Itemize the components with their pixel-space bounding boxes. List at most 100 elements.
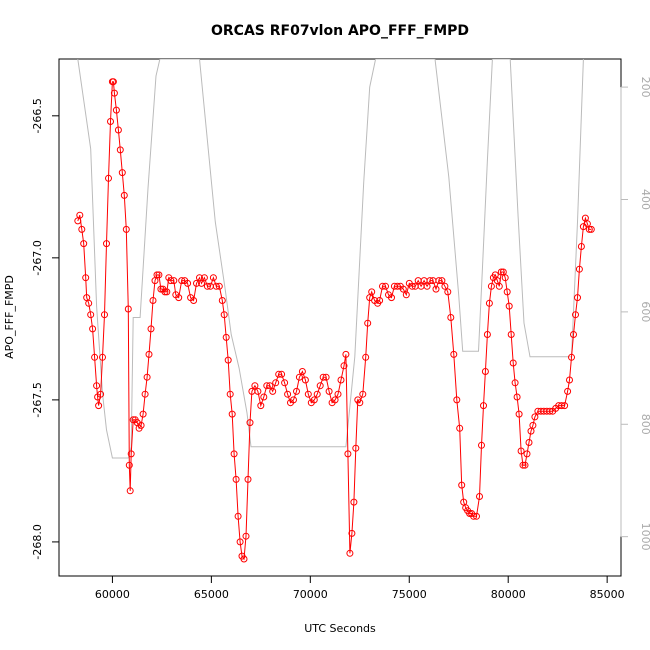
data-point [444,288,452,296]
data-point [95,402,103,410]
data-point [298,368,306,375]
data-point [456,424,464,432]
data-point [453,396,461,404]
data-point [240,555,248,563]
data-point [313,390,321,398]
data-point [226,390,234,398]
data-point [107,118,114,125]
data-point [301,376,309,384]
data-point [105,174,112,182]
data-point [242,532,250,540]
data-point [163,288,171,296]
x-tick-label: 80000 [491,588,526,601]
data-point [89,325,97,333]
data-point [78,225,86,233]
y-axis-label: APO_FFF_FMPD [3,275,16,359]
data-point [319,373,327,381]
data-point [126,487,134,495]
data-point [517,447,525,455]
data-point [399,285,407,293]
data-point [99,353,106,361]
data-point [149,297,157,304]
data-point [435,277,443,285]
data-point [511,379,519,387]
series-layer [74,59,595,563]
data-point [103,240,110,248]
data-point [566,376,573,384]
y2-tick-label: 400 [639,189,650,210]
data-point [513,393,521,401]
data-point [109,78,117,86]
data-point [310,396,318,404]
y-tick-label: -267.0 [31,240,44,275]
data-point [523,450,531,458]
data-point [331,396,339,404]
data-point [118,169,126,177]
data-point [153,271,161,279]
data-point [485,299,493,307]
data-point [110,89,118,97]
data-point [82,274,90,282]
data-point [503,288,511,296]
data-point [80,240,88,248]
data-point [480,402,487,410]
data-point [198,279,205,287]
data-point [147,325,155,333]
data-point [521,461,529,469]
data-point [423,282,431,290]
data-point [346,549,354,557]
data-point [450,350,458,358]
data-point [350,498,358,506]
data-point [234,512,242,520]
data-point [505,302,513,310]
data-point [193,279,200,287]
data-point [85,299,93,307]
y-tick-label: -268.0 [31,524,44,559]
data-point [275,370,283,378]
data-point [342,350,350,358]
data-point [501,274,509,282]
data-point [585,225,593,233]
data-point [408,282,416,290]
data-point [284,390,292,398]
data-point [175,294,183,302]
data-point [561,402,569,410]
data-point [266,382,274,390]
data-point [141,390,149,398]
data-point [458,481,466,489]
x-tick-label: 85000 [590,588,625,601]
data-point [316,382,324,390]
data-point [143,373,151,381]
data-point [269,387,277,395]
data-point [519,461,527,469]
data-point [278,370,286,378]
data-point [531,413,539,421]
data-point [352,444,360,452]
data-point [426,277,434,285]
data-point [254,387,262,395]
data-point [388,294,395,302]
data-point [344,450,352,458]
data-point [184,279,192,287]
y2-tick-label: 800 [639,414,650,435]
data-point [473,512,480,520]
data-point [222,333,230,341]
data-point [295,373,303,381]
data-point [224,356,232,364]
data-point [304,390,312,398]
data-point [145,350,153,358]
data-point [509,359,517,367]
data-point [432,285,440,293]
data-point [483,331,491,338]
data-point [209,274,217,282]
data-point [572,311,579,319]
data-point [155,271,163,279]
x-axis-label: UTC Seconds [304,622,376,635]
data-point [441,282,449,290]
data-point [568,353,575,361]
data-point [232,475,240,483]
data-point [161,288,169,296]
data-point [376,297,384,304]
data-point [515,410,523,418]
